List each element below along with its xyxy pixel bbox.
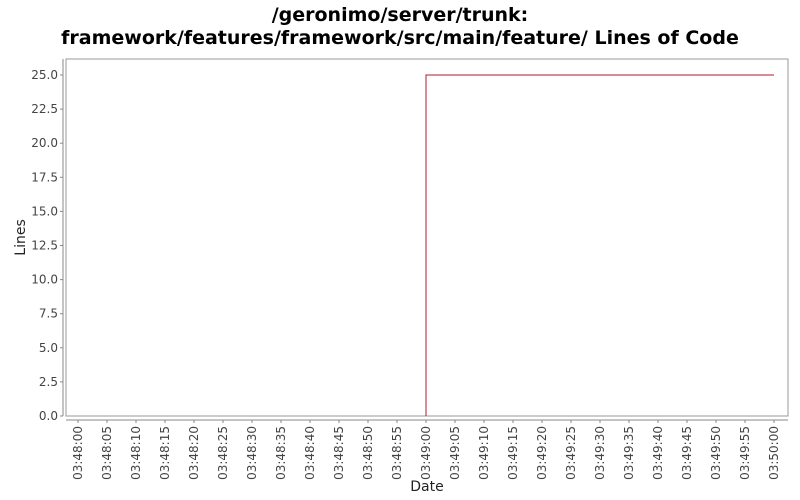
x-tick-label: 03:48:00: [71, 426, 85, 480]
x-tick-label: 03:49:40: [651, 426, 665, 480]
x-tick-label: 03:48:55: [390, 426, 404, 480]
x-tick-label: 03:49:45: [680, 426, 694, 480]
chart-title-line-1: /geronimo/server/trunk:: [271, 4, 529, 26]
y-tick-label: 2.5: [39, 375, 58, 389]
x-tick-label: 03:48:50: [361, 426, 375, 480]
x-tick-label: 03:48:05: [100, 426, 114, 480]
chart-title-line-2: framework/features/framework/src/main/fe…: [61, 27, 739, 49]
x-tick-label: 03:49:25: [564, 426, 578, 480]
x-tick-label: 03:49:20: [535, 426, 549, 480]
x-tick-label: 03:49:10: [477, 426, 491, 480]
series-line: [425, 74, 774, 416]
y-tick-label: 25.0: [31, 68, 58, 82]
plot-area: [65, 58, 789, 417]
x-tick-label: 03:49:30: [593, 426, 607, 480]
x-tick-label: 03:49:15: [506, 426, 520, 480]
y-tick-label: 5.0: [39, 341, 58, 355]
x-tick-label: 03:49:35: [622, 426, 636, 480]
x-tick-label: 03:49:55: [738, 426, 752, 480]
y-tick-label: 12.5: [31, 239, 58, 253]
x-tick-label: 03:48:15: [158, 426, 172, 480]
y-tick-label: 17.5: [31, 170, 58, 184]
x-tick-label: 03:48:40: [303, 426, 317, 480]
y-tick-label: 10.0: [31, 273, 58, 287]
x-axis-title: Date: [410, 479, 443, 495]
x-tick-label: 03:48:25: [216, 426, 230, 480]
y-tick-label: 20.0: [31, 136, 58, 150]
x-tick-label: 03:48:30: [245, 426, 259, 480]
x-tick-label: 03:48:20: [187, 426, 201, 480]
x-tick-label: 03:50:00: [767, 426, 781, 480]
x-tick-label: 03:49:05: [448, 426, 462, 480]
x-tick-label: 03:48:45: [332, 426, 346, 480]
x-tick-label: 03:49:50: [709, 426, 723, 480]
x-tick-label: 03:48:35: [274, 426, 288, 480]
y-tick-label: 7.5: [39, 307, 58, 321]
y-tick-label: 15.0: [31, 204, 58, 218]
y-axis-title: Lines: [13, 219, 29, 255]
x-tick-label: 03:49:00: [419, 426, 433, 480]
x-tick-label: 03:48:10: [129, 426, 143, 480]
y-tick-label: 0.0: [39, 409, 58, 423]
y-tick-label: 22.5: [31, 102, 58, 116]
